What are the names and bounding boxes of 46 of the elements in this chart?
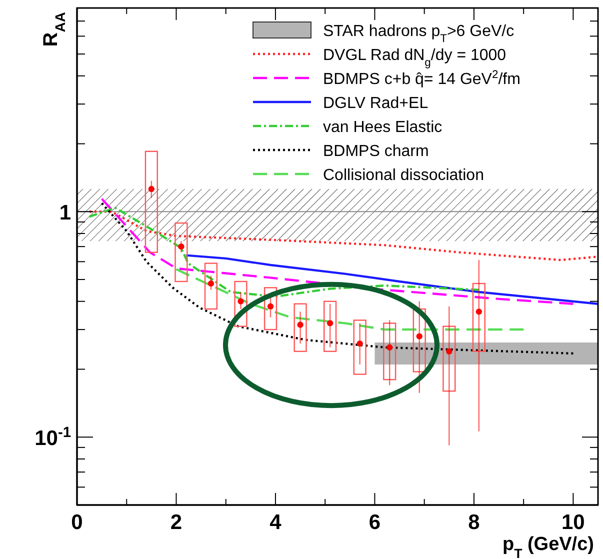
- x-tick-label: 6: [368, 511, 381, 534]
- x-axis-title: p$_{T}$ (GeV/c): [502, 534, 594, 559]
- point: [446, 348, 452, 354]
- x-tick-label: 0: [71, 511, 83, 534]
- line-series: [88, 210, 597, 262]
- bar: [174, 222, 188, 282]
- point: [416, 333, 422, 340]
- line-series: [100, 202, 574, 355]
- line-series: [100, 198, 574, 305]
- legend-label: BDMPS charm: [323, 143, 429, 160]
- point: [148, 186, 155, 192]
- point: [476, 308, 482, 315]
- bar: [294, 303, 307, 352]
- line-series: [175, 268, 525, 331]
- bar: [383, 322, 396, 380]
- legend-label: BDMPS c+b q̂= 14 GeV$^{2}$/fm: [323, 69, 520, 88]
- x-tick-label: 10: [562, 511, 585, 534]
- legend-label: Collisional dissociation: [323, 167, 484, 184]
- bar: [442, 326, 456, 392]
- legend-label: DVGL Rad dN$_{g}$/dy = 1000: [323, 47, 506, 69]
- bar: [234, 280, 248, 327]
- line-series: [185, 254, 598, 305]
- bar: [472, 282, 486, 352]
- bar: [204, 262, 218, 310]
- point: [356, 340, 363, 347]
- bar: [144, 150, 158, 253]
- line-series: [88, 206, 480, 298]
- point: [178, 243, 184, 250]
- x-tick-label: 8: [468, 511, 480, 534]
- bar: [324, 300, 337, 352]
- y-tick-label: 1: [59, 202, 72, 225]
- point: [297, 322, 304, 328]
- legend-label: STAR hadrons p$_{T}$>6 GeV/c: [323, 23, 514, 45]
- point: [267, 303, 274, 310]
- legend-label: van Hees Elastic: [323, 119, 442, 136]
- point: [326, 320, 334, 326]
- bar: [412, 308, 426, 372]
- legend-label: DGLV Rad+EL: [323, 95, 428, 112]
- x-tick-label: 2: [170, 511, 182, 534]
- x-tick-label: 4: [270, 511, 282, 534]
- bar: [264, 287, 278, 330]
- point: [238, 298, 244, 304]
- point: [386, 344, 393, 350]
- bar: [353, 320, 366, 375]
- y-tick-label: 10$^{-1}$: [34, 425, 71, 450]
- point: [208, 280, 214, 287]
